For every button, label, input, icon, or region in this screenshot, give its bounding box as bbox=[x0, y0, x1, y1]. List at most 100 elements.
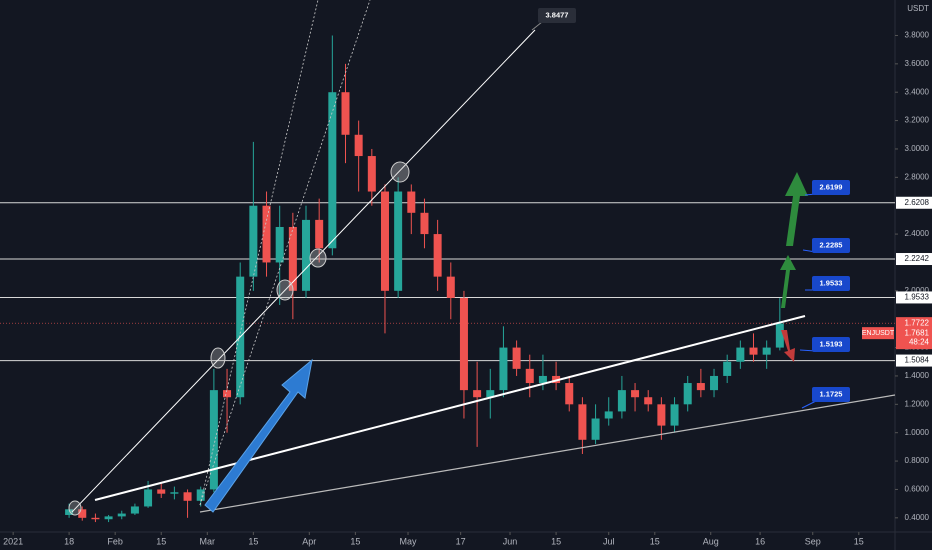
x-tick-label: 15 bbox=[248, 536, 258, 546]
candle-body bbox=[617, 390, 626, 412]
callout-label: 3.8477 bbox=[546, 10, 569, 19]
candle-body bbox=[446, 276, 455, 298]
x-tick-label: 15 bbox=[650, 536, 660, 546]
candle-body bbox=[565, 383, 574, 405]
circle-marker bbox=[276, 279, 294, 301]
candle-body bbox=[723, 361, 732, 376]
x-tick-label: 18 bbox=[64, 536, 74, 546]
price-line-label-bg bbox=[896, 354, 932, 367]
symbol-label: ENJUSDT bbox=[862, 330, 895, 337]
callout-box bbox=[812, 387, 850, 402]
y-tick-label: 3.4000 bbox=[905, 87, 930, 96]
red-arrow bbox=[781, 330, 795, 362]
x-tick-label: Mar bbox=[200, 536, 216, 546]
x-tick-label: Jun bbox=[503, 536, 518, 546]
x-tick-label: Apr bbox=[302, 536, 316, 546]
green-arrow bbox=[785, 172, 808, 246]
x-tick-label: 16 bbox=[755, 536, 765, 546]
candle-body bbox=[683, 383, 692, 405]
candle-body bbox=[710, 375, 719, 391]
candle-body bbox=[433, 234, 442, 277]
circle-marker bbox=[210, 347, 226, 369]
candle-body bbox=[170, 492, 179, 494]
x-tick-label: 15 bbox=[350, 536, 360, 546]
candle-body bbox=[354, 134, 363, 157]
y-tick-label: 3.2000 bbox=[905, 116, 930, 125]
candle-body bbox=[604, 411, 613, 419]
axes: 0.40000.60000.80001.00001.20001.40001.60… bbox=[3, 31, 932, 546]
candle-body bbox=[696, 383, 705, 391]
candle-body bbox=[380, 191, 389, 291]
candle-body bbox=[499, 347, 508, 391]
candle-body bbox=[262, 205, 271, 263]
candle-body bbox=[749, 347, 758, 355]
callout-label: 2.2285 bbox=[820, 240, 843, 249]
candle-body bbox=[328, 92, 337, 249]
blue-arrow bbox=[204, 358, 313, 513]
symbol-bg bbox=[862, 327, 894, 340]
candle-body bbox=[223, 390, 232, 398]
callout-label: 1.5193 bbox=[820, 339, 843, 348]
candle-body bbox=[315, 219, 324, 249]
last-price-label: 1.7722 bbox=[905, 318, 930, 327]
candle-body bbox=[578, 404, 587, 440]
candle-body bbox=[78, 509, 87, 518]
price-line-label-bg bbox=[896, 196, 932, 209]
callout-line bbox=[531, 21, 543, 31]
candle-body bbox=[473, 390, 482, 398]
callout-line bbox=[801, 400, 817, 409]
x-tick-label: 2021 bbox=[3, 536, 23, 546]
callout-label: 2.6199 bbox=[820, 182, 843, 191]
callout-box bbox=[538, 8, 576, 23]
candle-body bbox=[407, 191, 416, 213]
callout-box bbox=[812, 276, 850, 291]
candle-body bbox=[512, 347, 521, 369]
candle-body bbox=[525, 368, 534, 384]
candle-body bbox=[196, 489, 205, 501]
candle-body bbox=[302, 219, 311, 291]
x-tick-label: 15 bbox=[156, 536, 166, 546]
candles bbox=[65, 35, 784, 523]
candle-body bbox=[288, 226, 297, 291]
candle-body bbox=[459, 297, 468, 391]
last-price-bg bbox=[896, 317, 932, 350]
x-tick-label: May bbox=[400, 536, 418, 546]
fib-fan-line bbox=[199, 0, 371, 506]
y-tick-label: 3.8000 bbox=[905, 31, 930, 40]
candle-body bbox=[670, 404, 679, 426]
callout-label: 1.1725 bbox=[820, 389, 843, 398]
callout-box bbox=[812, 337, 850, 352]
price-line-label: 2.6208 bbox=[905, 198, 930, 207]
x-tick-label: Feb bbox=[107, 536, 123, 546]
candle-body bbox=[486, 390, 495, 398]
candle-body bbox=[341, 92, 350, 135]
candle-body bbox=[631, 390, 640, 398]
channel-line bbox=[94, 315, 806, 501]
fib-fan-line bbox=[199, 0, 319, 506]
candle-body bbox=[420, 212, 429, 235]
price-line-label-bg bbox=[896, 291, 932, 304]
candle-body bbox=[275, 226, 284, 263]
candle-body bbox=[367, 156, 376, 192]
callout-box bbox=[812, 238, 850, 253]
candle-body bbox=[209, 390, 218, 490]
callout-label: 1.9533 bbox=[820, 278, 843, 287]
candle-body bbox=[144, 489, 153, 507]
y-tick-label: 1.2000 bbox=[905, 399, 930, 408]
x-tick-label: 15 bbox=[551, 536, 561, 546]
y-tick-label: 2.0000 bbox=[905, 286, 930, 295]
candle-body bbox=[657, 404, 666, 426]
y-tick-label: 0.6000 bbox=[905, 485, 930, 494]
currency-label: USDT bbox=[907, 4, 929, 13]
callout-box bbox=[812, 180, 850, 195]
candle-body bbox=[104, 516, 113, 520]
y-tick-label: 2.8000 bbox=[905, 172, 930, 181]
green-arrow bbox=[780, 255, 796, 308]
price-line-label: 1.9533 bbox=[905, 293, 930, 302]
candle-body bbox=[736, 347, 745, 362]
price-line-label-bg bbox=[896, 253, 932, 266]
candle-body bbox=[117, 513, 126, 517]
annotations: 3.8477 2.6199 2.2285 1.9533 1.5193 1.1725 bbox=[531, 8, 850, 409]
price-line-label: 1.5084 bbox=[905, 356, 930, 365]
